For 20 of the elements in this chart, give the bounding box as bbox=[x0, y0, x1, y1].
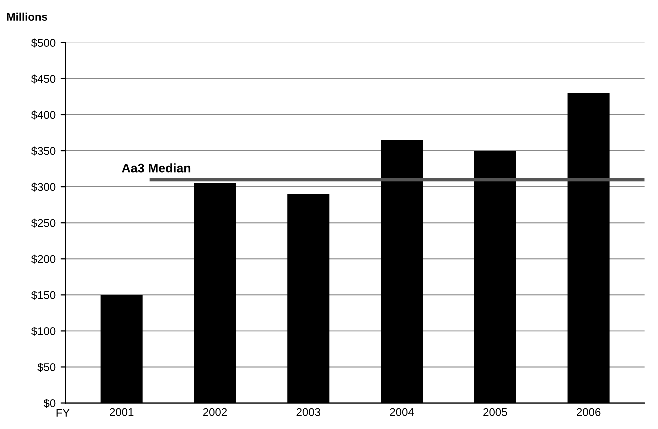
x-tick-label: 2005 bbox=[484, 408, 508, 416]
y-tick-label: $0 bbox=[44, 399, 56, 408]
x-tick-label: 2001 bbox=[110, 408, 134, 416]
y-axis-title: Millions bbox=[7, 12, 48, 22]
ref-line-label: Aa3 Median bbox=[122, 164, 191, 173]
y-tick-label: $250 bbox=[31, 218, 56, 228]
y-tick-label: $500 bbox=[31, 38, 56, 48]
y-tick-label: $150 bbox=[31, 290, 56, 300]
y-tick-label: $100 bbox=[31, 326, 56, 336]
x-tick-label: 2002 bbox=[203, 408, 228, 416]
y-tick-label: $450 bbox=[31, 74, 56, 84]
y-tick-label: $200 bbox=[31, 254, 56, 264]
y-tick-label: $50 bbox=[38, 363, 56, 372]
x-tick-label: 2006 bbox=[577, 408, 601, 416]
y-tick-label: $300 bbox=[31, 182, 56, 192]
x-tick-label: 2004 bbox=[390, 408, 414, 416]
y-tick-label: $350 bbox=[31, 146, 56, 156]
x-tick-label: 2003 bbox=[296, 408, 320, 416]
x-axis-title: FY bbox=[56, 409, 70, 417]
y-tick-label: $400 bbox=[31, 110, 56, 120]
